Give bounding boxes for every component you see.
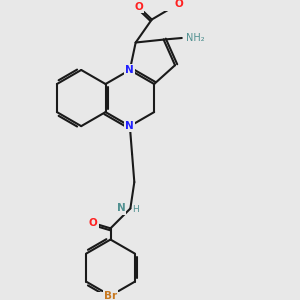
Text: O: O — [134, 2, 143, 12]
Text: O: O — [174, 0, 183, 9]
Text: Br: Br — [104, 291, 117, 300]
Text: H: H — [133, 206, 140, 214]
Text: NH₂: NH₂ — [186, 33, 205, 43]
Text: N: N — [125, 121, 134, 131]
Text: N: N — [117, 203, 125, 214]
Text: N: N — [125, 65, 134, 75]
Text: O: O — [89, 218, 98, 228]
